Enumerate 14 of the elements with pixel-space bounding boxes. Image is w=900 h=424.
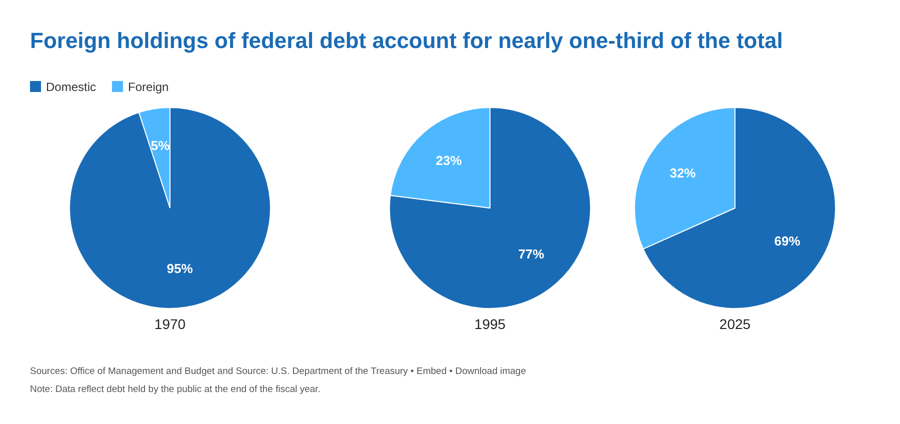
text: Foreign holdings of federal debt account for nearly one-third of the total xyxy=(30,28,783,54)
text: 1995 xyxy=(473,316,507,332)
data-label: 69% xyxy=(774,233,801,248)
source-note: Sources: Office of Management and Budget and Source: U.S. Department of the Treasury • Embed • Download image xyxy=(30,366,526,377)
text: 1970 xyxy=(153,316,187,332)
legend-label: Domestic xyxy=(45,80,96,94)
data-label: 5% xyxy=(150,138,170,154)
legend-label: Foreign xyxy=(127,80,169,94)
text: 2025 xyxy=(718,316,752,332)
text: Note: Data reflect debt held by the public at the end of the fiscal year. xyxy=(30,384,320,395)
data-label: 32% xyxy=(670,166,696,181)
data-label: 77% xyxy=(518,246,545,262)
data-label: 95% xyxy=(166,261,194,276)
data-label: 23% xyxy=(436,152,462,168)
